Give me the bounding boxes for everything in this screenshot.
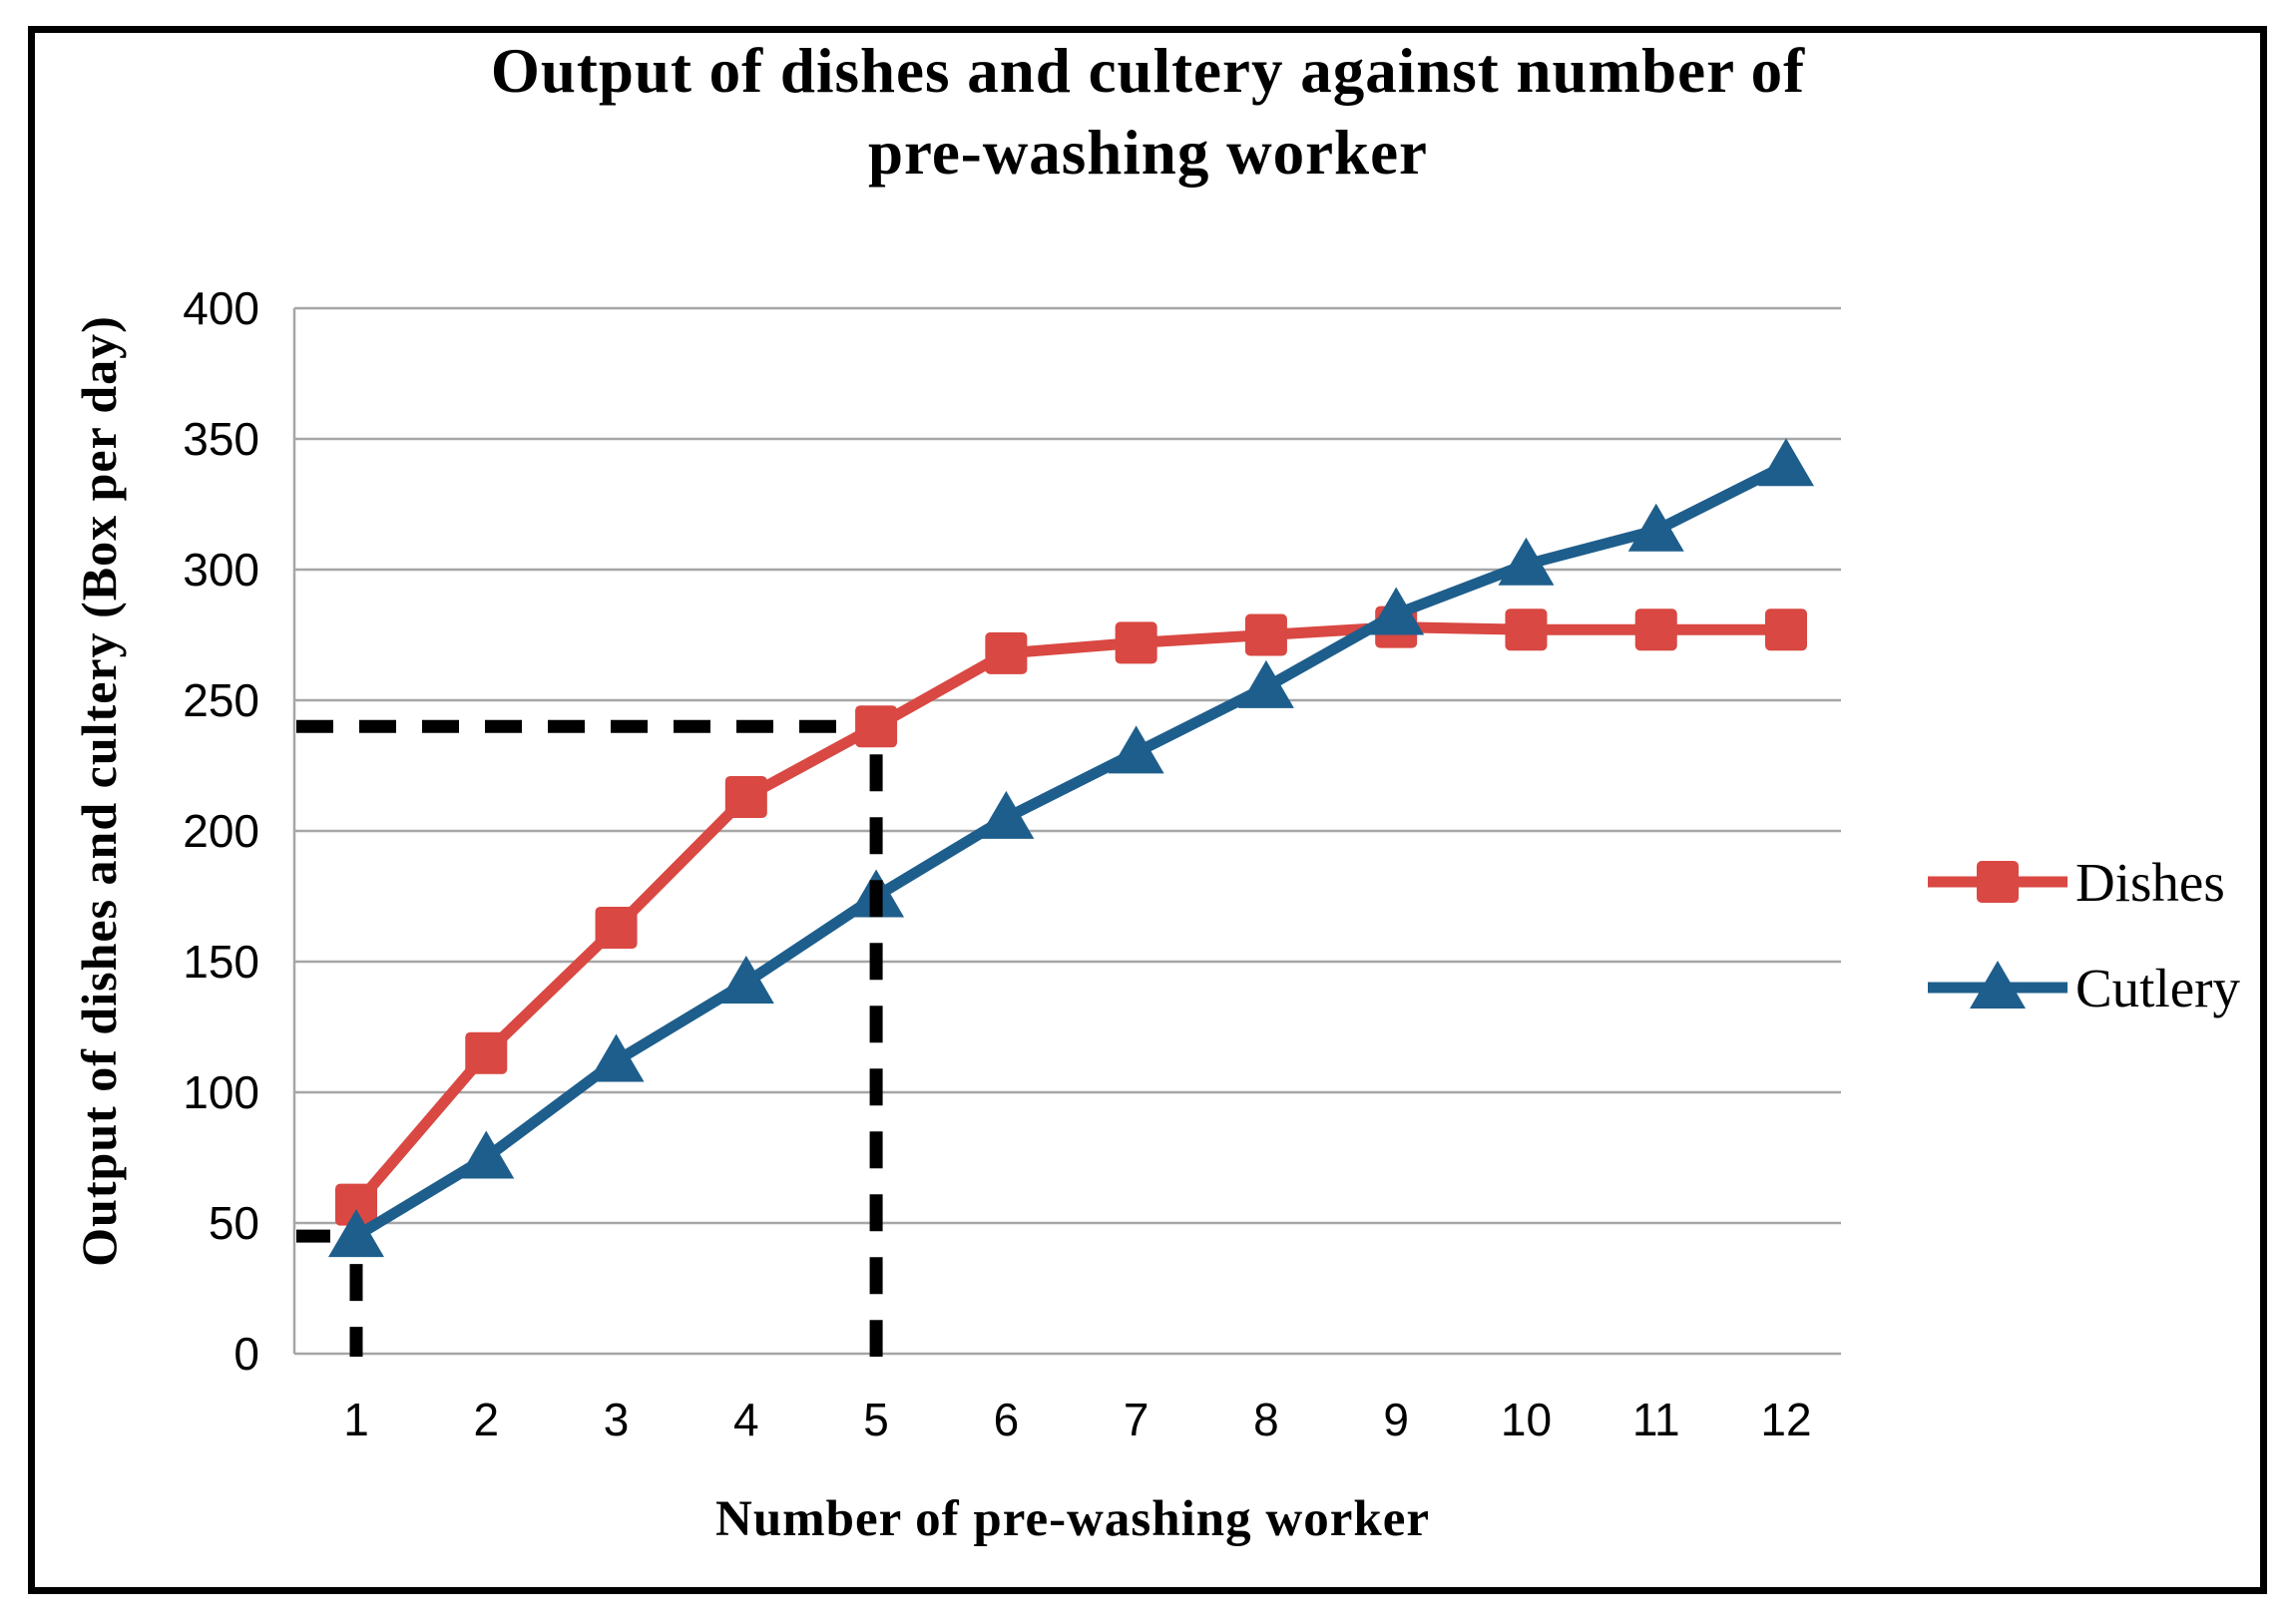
x-tick-label-1: 1 xyxy=(343,1394,369,1445)
x-tick-label-3: 3 xyxy=(603,1394,630,1445)
y-tick-label-0: 0 xyxy=(233,1328,259,1380)
marker-dishes-x6 xyxy=(985,631,1028,674)
marker-cutlery-x6 xyxy=(978,790,1035,839)
marker-cutlery-x11 xyxy=(1627,503,1684,552)
y-tick-label-100: 100 xyxy=(183,1066,259,1118)
marker-cutlery-x10 xyxy=(1498,537,1555,586)
chart-title-line-1: Output of dishes and cultery against num… xyxy=(490,36,1806,106)
marker-cutlery-x1 xyxy=(328,1209,384,1258)
marker-dishes-x2 xyxy=(465,1031,508,1074)
y-tick-label-200: 200 xyxy=(183,805,259,857)
dishes-legend-marker-icon xyxy=(1928,861,2067,903)
x-tick-label-5: 5 xyxy=(863,1394,889,1445)
marker-dishes-x8 xyxy=(1244,613,1287,656)
legend-label-dishes: Dishes xyxy=(2075,851,2225,913)
y-tick-label-50: 50 xyxy=(208,1197,259,1249)
x-tick-label-9: 9 xyxy=(1383,1394,1409,1445)
y-tick-label-300: 300 xyxy=(183,544,259,596)
x-axis-title: Number of pre-washing worker xyxy=(714,1491,1430,1547)
marker-cutlery-x7 xyxy=(1108,725,1164,774)
marker-dishes-x12 xyxy=(1765,609,1807,651)
marker-cutlery-x12 xyxy=(1758,438,1814,487)
marker-dishes-x7 xyxy=(1115,621,1157,664)
marker-cutlery-x4 xyxy=(717,955,774,1004)
x-tick-label-7: 7 xyxy=(1123,1394,1149,1445)
x-tick-label-10: 10 xyxy=(1500,1394,1553,1445)
y-tick-label-250: 250 xyxy=(183,674,259,726)
y-tick-label-400: 400 xyxy=(183,282,259,334)
chart-border-frame xyxy=(28,26,2267,1594)
legend-label-cutlery: Cutlery xyxy=(2075,957,2240,1018)
series-line-dishes xyxy=(350,621,1792,1211)
x-tick-label-6: 6 xyxy=(993,1394,1020,1445)
marker-dishes-x3 xyxy=(595,906,638,949)
x-tick-label-8: 8 xyxy=(1253,1394,1279,1445)
legend-item-cutlery: Cutlery xyxy=(1922,951,2240,1024)
marker-dishes-x5 xyxy=(855,705,898,748)
marker-cutlery-x8 xyxy=(1237,659,1294,708)
y-tick-label-350: 350 xyxy=(183,413,259,465)
x-tick-label-4: 4 xyxy=(733,1394,759,1445)
marker-cutlery-x9 xyxy=(1368,587,1425,635)
x-tick-label-2: 2 xyxy=(473,1394,500,1445)
marker-dishes-x11 xyxy=(1634,609,1677,651)
marker-dishes-x10 xyxy=(1505,609,1548,651)
cutlery-legend-marker-icon xyxy=(1928,961,2067,1009)
legend-item-dishes: Dishes xyxy=(1922,845,2225,919)
x-tick-label-11: 11 xyxy=(1631,1394,1680,1445)
chart-title-line-2: pre-washing worker xyxy=(867,118,1429,188)
chart-title: Output of dishes and cultery against num… xyxy=(0,30,2296,194)
marker-cutlery-x3 xyxy=(588,1033,645,1082)
marker-cutlery-x2 xyxy=(458,1130,515,1179)
series-line-cutlery xyxy=(350,459,1792,1242)
x-tick-label-12: 12 xyxy=(1760,1394,1812,1445)
y-tick-label-150: 150 xyxy=(183,936,259,988)
marker-dishes-x1 xyxy=(335,1183,377,1226)
marker-dishes-x4 xyxy=(724,775,767,818)
